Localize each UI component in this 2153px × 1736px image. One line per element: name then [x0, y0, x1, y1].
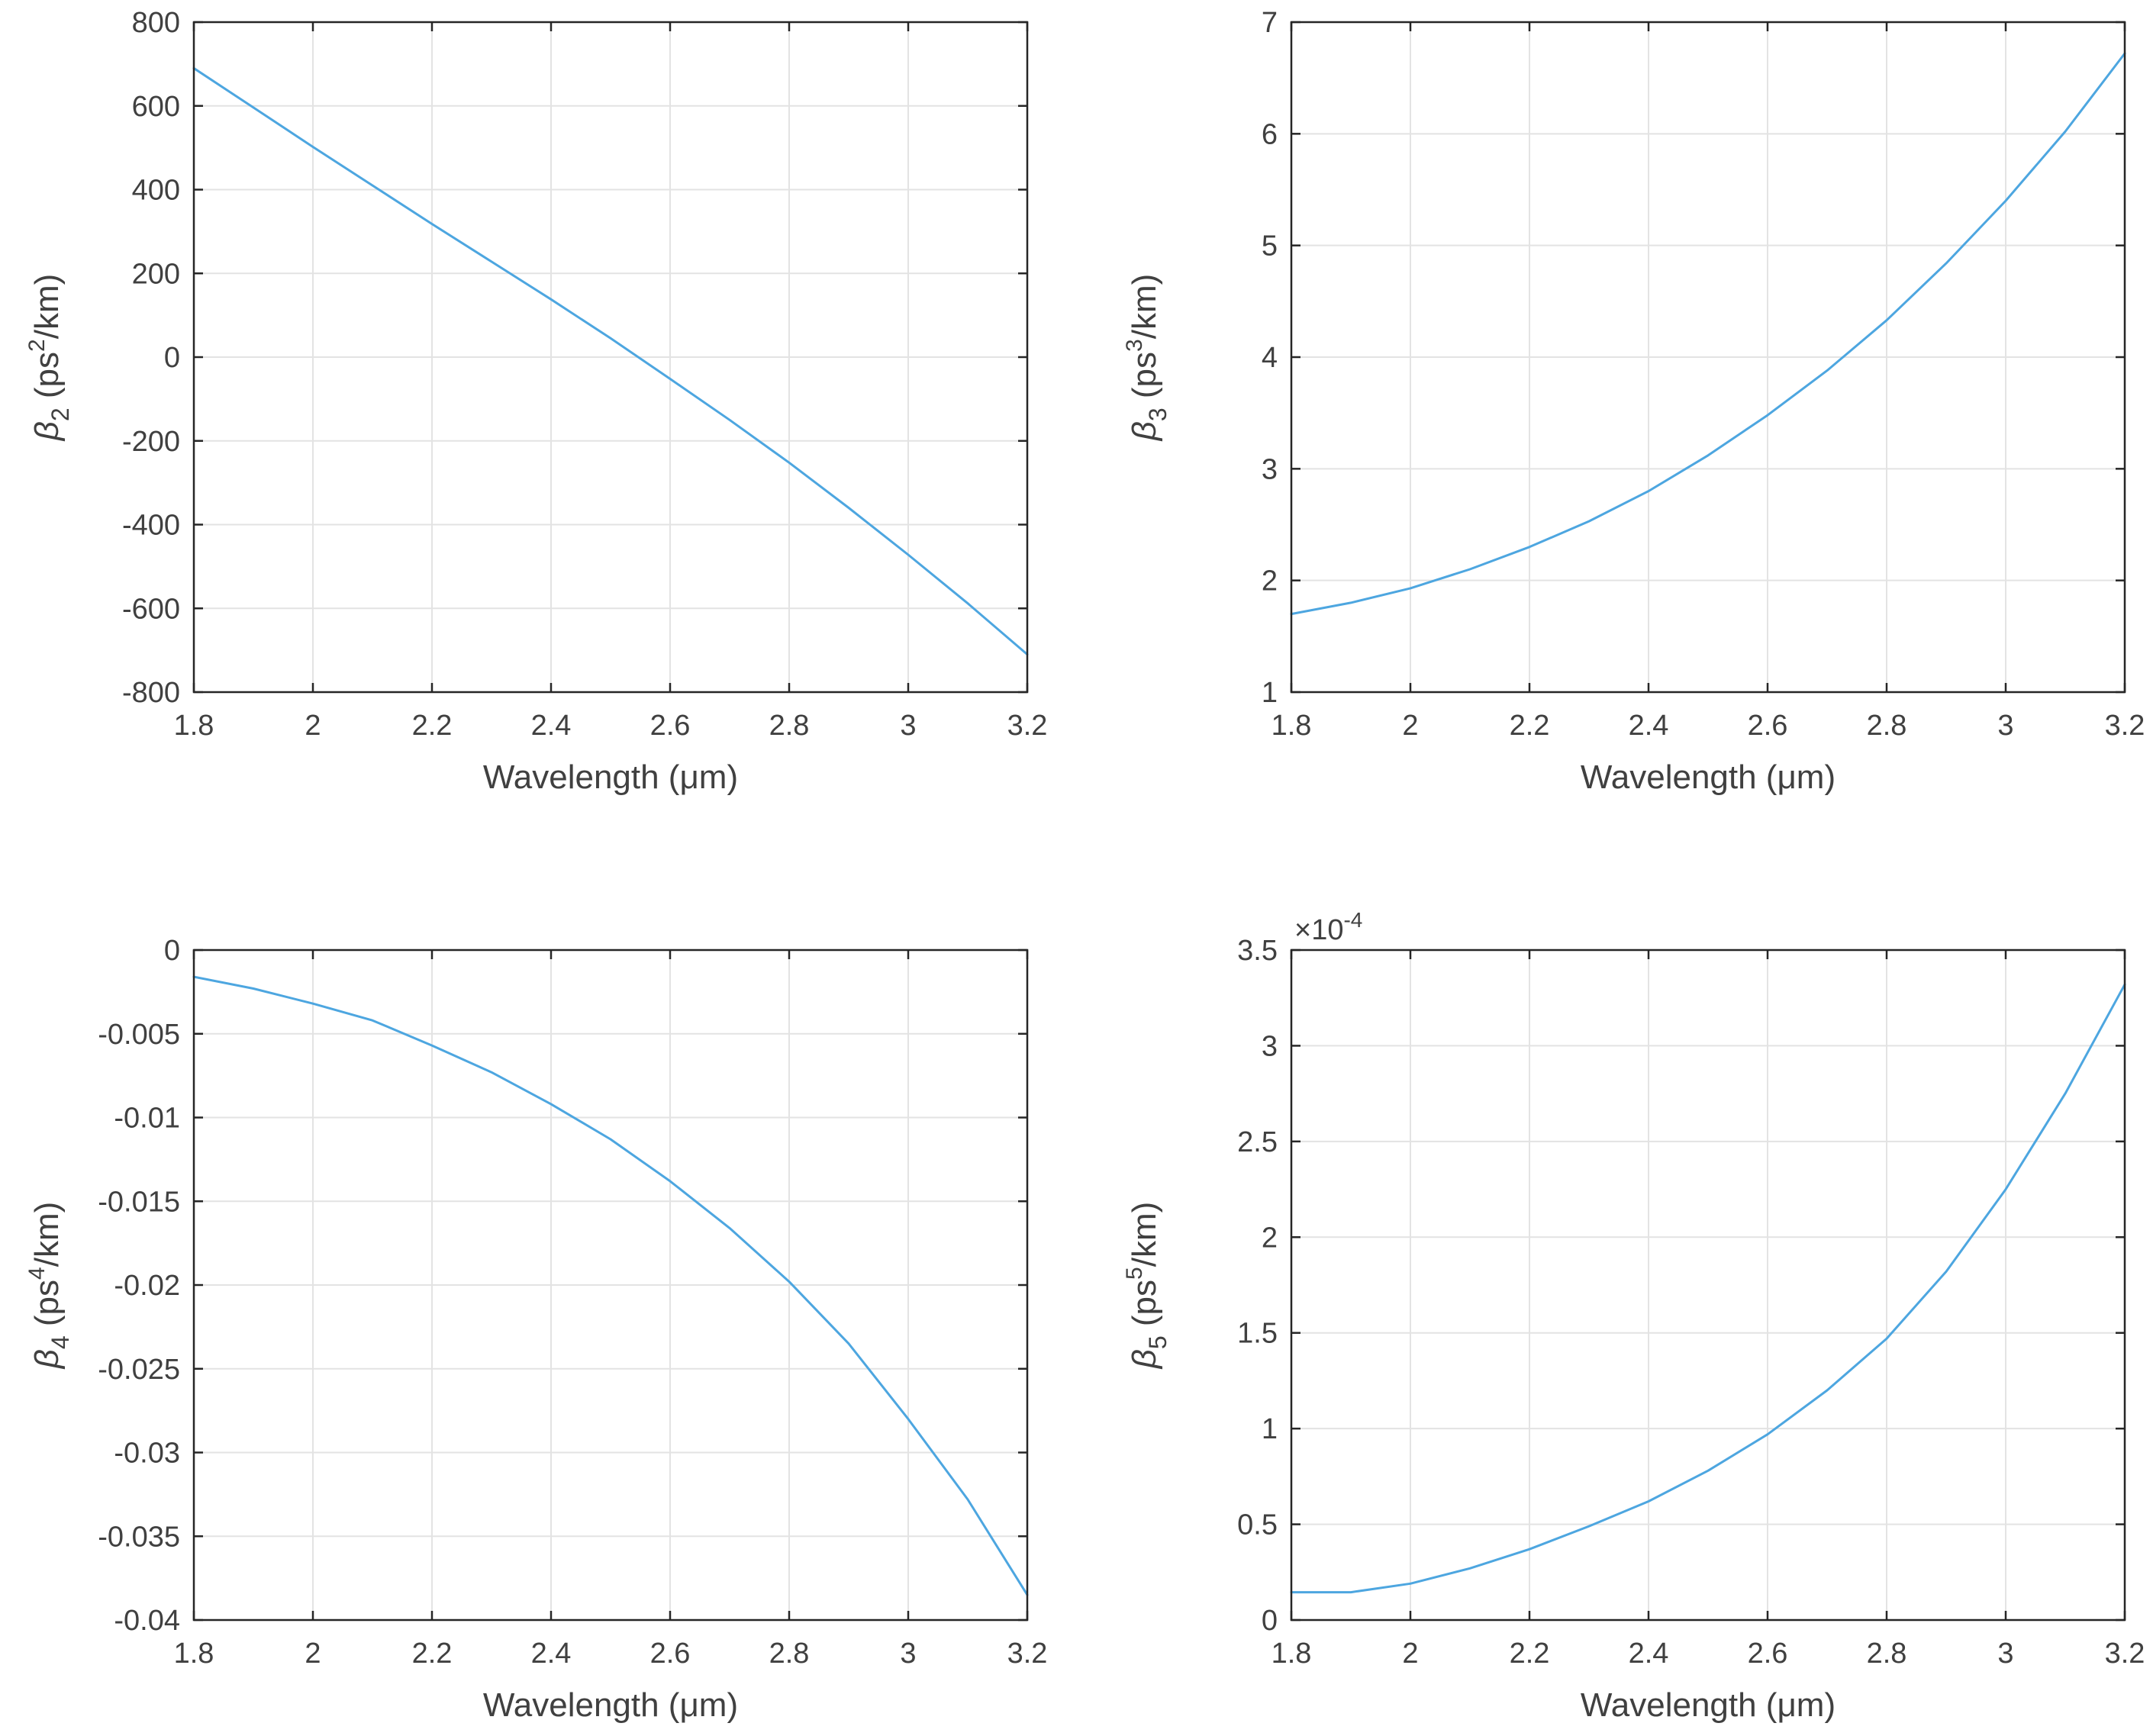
chart-3-xtick-label-4: 2.6: [1748, 1638, 1788, 1670]
chart-1-xtick-label-0: 1.8: [1271, 710, 1312, 742]
chart-2-ytick-label-8: 0: [164, 935, 180, 967]
chart-1-xtick-label-4: 2.6: [1748, 710, 1788, 742]
chart-1-ytick-label-4: 5: [1262, 230, 1278, 262]
chart-3-xtick-label-1: 2: [1402, 1638, 1418, 1670]
chart-3-plot-area: [1291, 950, 2125, 1620]
chart-2-xlabel: Wavelength (μm): [483, 1686, 738, 1724]
chart-3-xtick-label-7: 3.2: [2105, 1638, 2145, 1670]
chart-3-xlabel: Wavelength (μm): [1581, 1686, 1836, 1724]
chart-2-ytick-label-6: -0.01: [114, 1103, 180, 1135]
chart-0-series-line-0: [192, 66, 1029, 656]
chart-2-xtick-label-5: 2.8: [769, 1638, 810, 1670]
beta5-panel: 1.8 2 2.2 2.4 2.6 2.8 3 3.2 0 0.5 1 1.5 2 2.5 3 3.5 ×10-…: [1122, 908, 2145, 1724]
chart-3-xtick-label-6: 3: [1997, 1638, 2013, 1670]
chart-2-ytick-label-7: -0.005: [98, 1019, 180, 1051]
chart-1-xtick-label-7: 3.2: [2105, 710, 2145, 742]
chart-3-series-line-0: [1290, 983, 2126, 1594]
chart-2-ytick-label-5: -0.015: [98, 1186, 180, 1218]
chart-0-ytick-label-5: 200: [132, 258, 180, 290]
chart-2-xtick-label-4: 2.6: [650, 1638, 691, 1670]
chart-3-ytick-label-4: 2: [1262, 1222, 1278, 1254]
chart-3-ytick-label-0: 0: [1262, 1605, 1278, 1637]
chart-2-series-line-0: [192, 975, 1029, 1596]
chart-0-xtick-label-2: 2.2: [412, 710, 453, 742]
chart-0-xtick-label-1: 2: [305, 710, 321, 742]
chart-1-series-line-0: [1290, 52, 2126, 616]
chart-0-ylabel: β2 (ps2/km): [24, 274, 74, 443]
chart-2-ytick-label-2: -0.03: [114, 1438, 180, 1470]
chart-0-ytick-label-7: 600: [132, 91, 180, 123]
chart-0-ytick-label-6: 400: [132, 175, 180, 207]
chart-3-axes-box: [1290, 949, 2126, 1622]
chart-3-xtick-label-5: 2.8: [1867, 1638, 1907, 1670]
chart-1-ytick-label-3: 4: [1262, 342, 1278, 374]
chart-0-xtick-label-0: 1.8: [174, 710, 214, 742]
chart-3-ytick-label-7: 3.5: [1237, 935, 1278, 967]
chart-0-ytick-label-8: 800: [132, 7, 180, 39]
chart-0-xtick-label-5: 2.8: [769, 710, 810, 742]
chart-3-y-exponent: ×10-4: [1294, 908, 1362, 946]
chart-0-ytick-label-2: -400: [122, 510, 180, 542]
chart-1-ylabel: β3 (ps3/km): [1122, 274, 1172, 443]
chart-2-ytick-label-4: -0.02: [114, 1270, 180, 1302]
chart-0-xtick-label-6: 3: [900, 710, 916, 742]
chart-2-ytick-label-0: -0.04: [114, 1605, 180, 1637]
chart-3-ytick-label-1: 0.5: [1237, 1509, 1278, 1541]
chart-2-xtick-label-1: 2: [305, 1638, 321, 1670]
chart-1-xtick-label-6: 3: [1997, 710, 2013, 742]
chart-3-ytick-label-2: 1: [1262, 1413, 1278, 1445]
chart-1-ytick-label-1: 2: [1262, 565, 1278, 597]
chart-3-xtick-label-0: 1.8: [1271, 1638, 1312, 1670]
chart-2-xtick-label-0: 1.8: [174, 1638, 214, 1670]
chart-0-xtick-label-4: 2.6: [650, 710, 691, 742]
chart-3-ytick-label-6: 3: [1262, 1030, 1278, 1062]
chart-0-ytick-label-0: -800: [122, 677, 180, 709]
chart-2-ytick-label-1: -0.035: [98, 1521, 180, 1553]
chart-1-ytick-label-6: 7: [1262, 7, 1278, 39]
chart-3-ytick-label-3: 1.5: [1237, 1318, 1278, 1350]
chart-2-ytick-label-3: -0.025: [98, 1354, 180, 1386]
chart-2-xtick-label-2: 2.2: [412, 1638, 453, 1670]
chart-0-ytick-label-1: -600: [122, 593, 180, 625]
chart-2-ylabel: β4 (ps4/km): [24, 1202, 74, 1370]
chart-3-xtick-label-2: 2.2: [1510, 1638, 1550, 1670]
chart-0-ytick-label-3: -200: [122, 426, 180, 458]
chart-1-xtick-label-2: 2.2: [1510, 710, 1550, 742]
chart-1-xtick-label-5: 2.8: [1867, 710, 1907, 742]
beta3-panel: 1.8 2 2.2 2.4 2.6 2.8 3 3.2 1 2 3 4 5 6 7 Wavelength (μ…: [1122, 7, 2145, 796]
chart-1-xtick-label-3: 2.4: [1629, 710, 1669, 742]
chart-0-ytick-label-4: 0: [164, 342, 180, 374]
chart-0-xlabel: Wavelength (μm): [483, 758, 738, 796]
chart-1-ytick-label-0: 1: [1262, 677, 1278, 709]
chart-1-ytick-label-5: 6: [1262, 118, 1278, 150]
chart-3-ytick-label-5: 2.5: [1237, 1126, 1278, 1158]
beta4-panel: 1.8 2 2.2 2.4 2.6 2.8 3 3.2 -0.04 -0.035 -0.03 -0.0…: [24, 935, 1047, 1724]
chart-0-xtick-label-3: 2.4: [531, 710, 572, 742]
chart-3-ylabel: β5 (ps5/km): [1122, 1202, 1172, 1370]
chart-3-xtick-label-3: 2.4: [1629, 1638, 1669, 1670]
beta2-panel: 1.8 2 2.2 2.4 2.6 2.8 3 3.2 -800 -600 -400 -200 0 200…: [24, 7, 1047, 796]
chart-1-xlabel: Wavelength (μm): [1581, 758, 1836, 796]
chart-2-xtick-label-7: 3.2: [1007, 1638, 1048, 1670]
chart-2-xtick-label-6: 3: [900, 1638, 916, 1670]
chart-2-xtick-label-3: 2.4: [531, 1638, 572, 1670]
chart-1-xtick-label-1: 2: [1402, 710, 1418, 742]
chart-0-xtick-label-7: 3.2: [1007, 710, 1048, 742]
chart-1-ytick-label-2: 3: [1262, 453, 1278, 485]
